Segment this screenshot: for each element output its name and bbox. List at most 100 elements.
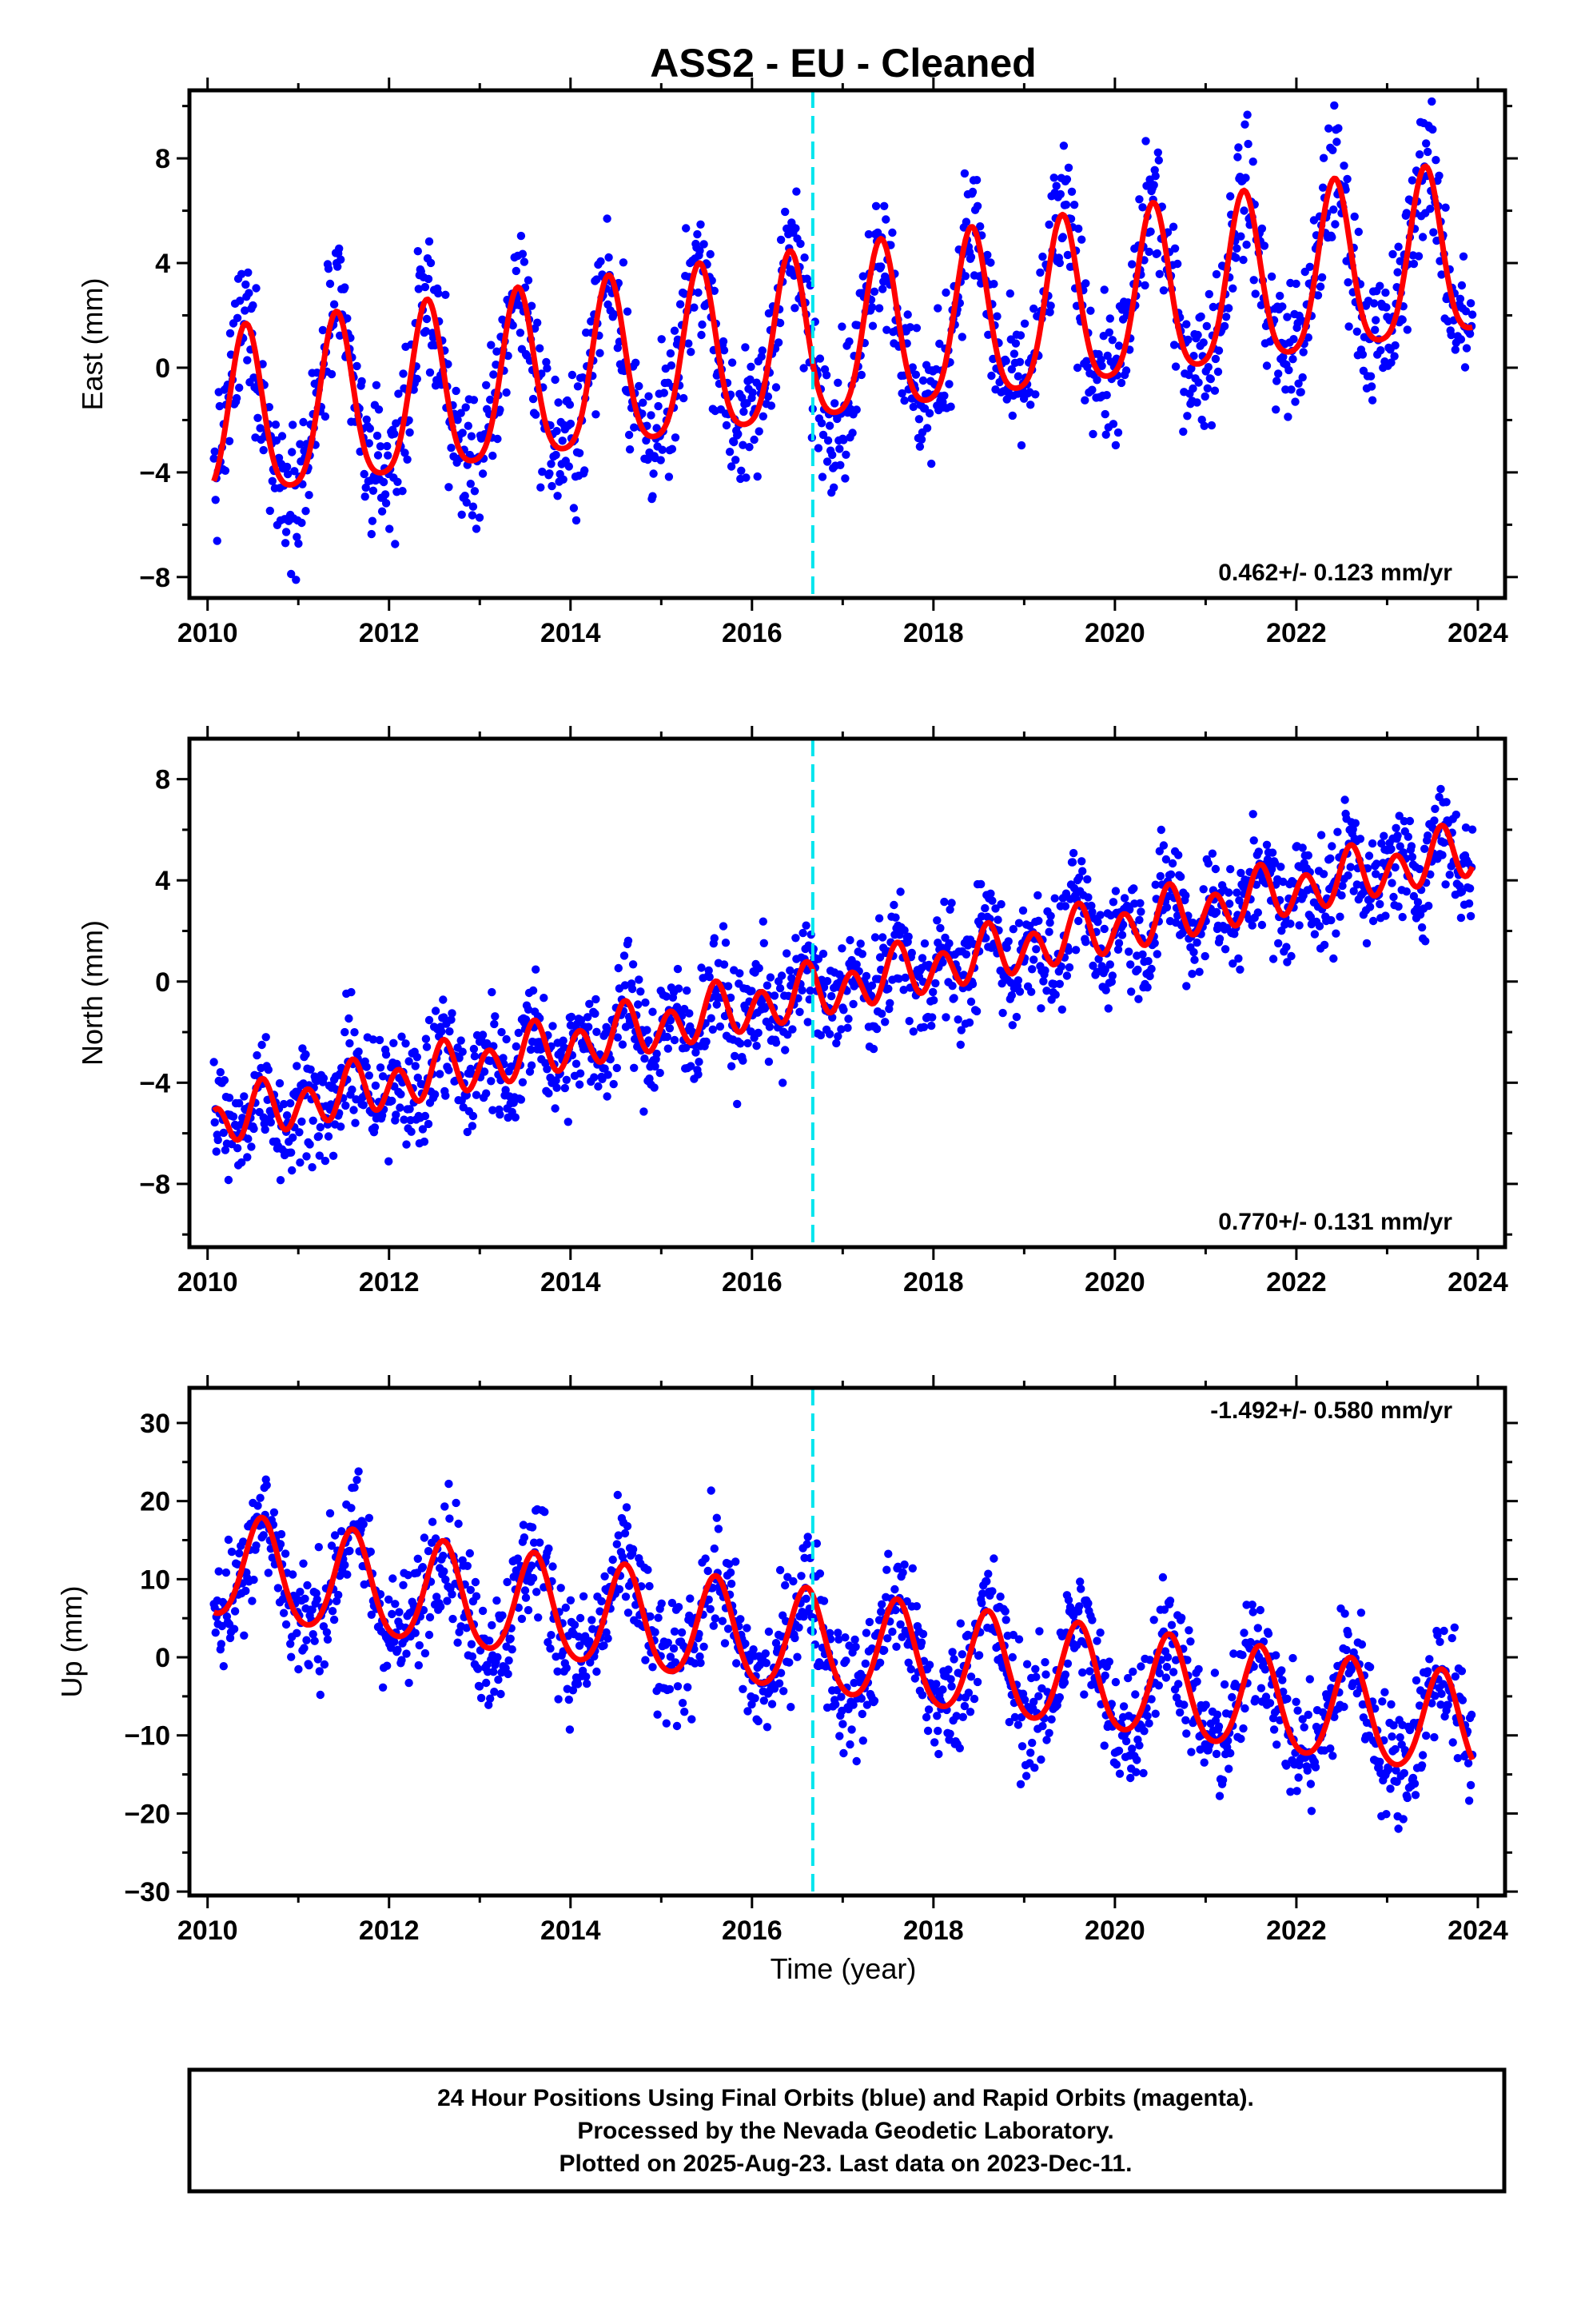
data-point: [261, 1033, 270, 1042]
data-point: [1165, 1597, 1175, 1605]
data-point: [571, 1059, 581, 1068]
data-point: [603, 1092, 611, 1101]
data-point: [592, 275, 601, 284]
data-point: [857, 1694, 866, 1703]
data-point: [279, 1099, 289, 1109]
data-point: [763, 1723, 772, 1732]
data-point: [1368, 839, 1377, 848]
data-point: [1260, 1665, 1270, 1674]
data-point: [1126, 1773, 1135, 1783]
data-point: [731, 456, 740, 464]
data-point: [431, 1534, 440, 1543]
data-point: [399, 1581, 408, 1590]
data-point: [1340, 1609, 1349, 1618]
data-point: [1307, 1807, 1316, 1816]
data-point: [1170, 244, 1180, 253]
data-point: [220, 1076, 229, 1085]
data-point: [1286, 919, 1295, 928]
data-point: [662, 992, 671, 1001]
data-point: [508, 321, 517, 330]
data-point: [301, 507, 310, 516]
data-point: [463, 1127, 472, 1137]
data-point: [388, 1609, 396, 1619]
data-point: [210, 1118, 219, 1127]
x-tick-label: 2016: [722, 1915, 783, 1946]
data-point: [540, 994, 548, 1003]
data-point: [1382, 1810, 1391, 1819]
data-point: [1382, 303, 1391, 312]
data-point: [1292, 1787, 1301, 1796]
data-point: [514, 1028, 523, 1038]
x-tick-label: 2012: [359, 1915, 420, 1946]
data-point: [1020, 1696, 1029, 1704]
data-point: [468, 502, 478, 511]
data-point: [1372, 316, 1380, 325]
data-point: [641, 1656, 650, 1664]
data-point: [325, 1509, 335, 1518]
data-point: [1213, 367, 1223, 377]
data-point: [1221, 313, 1231, 321]
data-point: [264, 1065, 273, 1074]
data-point: [1149, 1616, 1158, 1624]
data-point: [1111, 887, 1121, 895]
data-point: [448, 1009, 456, 1018]
data-point: [422, 314, 432, 324]
data-point: [1257, 920, 1267, 930]
data-point: [1226, 192, 1235, 201]
data-point: [1279, 877, 1288, 887]
data-point: [475, 1682, 484, 1691]
data-point: [276, 1176, 285, 1185]
data-point: [1049, 173, 1058, 182]
data-point: [1118, 920, 1128, 929]
data-point: [833, 1686, 842, 1695]
data-point: [614, 1531, 623, 1540]
data-point: [1306, 1780, 1316, 1788]
data-point: [795, 1007, 804, 1017]
data-point: [1368, 916, 1378, 926]
data-point: [898, 1568, 907, 1577]
data-point: [614, 963, 623, 973]
data-point: [287, 1148, 296, 1157]
data-point: [948, 1648, 957, 1656]
data-point: [738, 393, 747, 402]
rate-label-north: 0.770+/- 0.131 mm/yr: [1218, 1209, 1452, 1235]
data-point: [1402, 887, 1412, 896]
data-point: [1241, 1704, 1249, 1713]
data-point: [818, 472, 827, 481]
data-point: [235, 383, 244, 393]
data-point: [655, 1068, 664, 1078]
data-point: [314, 1132, 323, 1141]
data-point: [1182, 982, 1191, 991]
data-point: [1440, 1626, 1448, 1636]
data-point: [673, 1682, 683, 1691]
x-tick-label: 2024: [1448, 1915, 1508, 1946]
data-point: [641, 998, 650, 1007]
data-point: [1294, 379, 1303, 388]
data-point: [1240, 206, 1248, 215]
data-point: [468, 1122, 477, 1130]
data-point: [1340, 795, 1349, 804]
data-point: [275, 1078, 285, 1088]
data-point: [928, 1013, 937, 1022]
data-point: [1200, 1758, 1209, 1767]
data-point: [343, 1570, 352, 1579]
data-point: [704, 1595, 713, 1604]
data-point: [480, 1067, 489, 1076]
data-point: [704, 966, 713, 975]
data-point: [1346, 863, 1355, 871]
data-point: [1378, 1697, 1387, 1706]
data-point: [594, 1082, 603, 1091]
panel-east: 2010 2012 2014 2016 2018 2020 2022 2024−8−4048E…: [76, 78, 1518, 648]
data-point: [229, 1112, 238, 1121]
data-point: [1420, 844, 1429, 854]
data-point: [684, 339, 693, 348]
data-point: [1042, 1736, 1051, 1744]
data-point: [383, 1661, 392, 1670]
data-point: [290, 467, 299, 476]
data-point: [965, 1018, 974, 1027]
data-point: [1254, 847, 1264, 856]
data-point: [1174, 851, 1183, 859]
data-point: [712, 1000, 721, 1009]
data-point: [487, 341, 496, 349]
data-point: [1016, 331, 1025, 340]
